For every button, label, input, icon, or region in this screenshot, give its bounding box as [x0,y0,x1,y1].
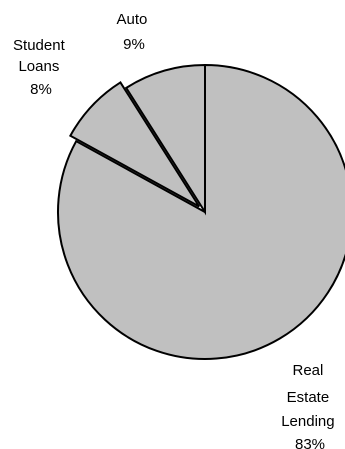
pie-slice-real-estate-lending [57,63,345,360]
label-real-estate-lending: Real Estate Lending 83% [281,362,339,449]
label-auto: Auto 9% [116,11,151,53]
label-student-loans: Student Loans 8% [13,37,69,98]
pie-slice-auto [124,63,206,216]
pie-slices [57,63,345,360]
pie-slice-student-loans [68,81,201,208]
